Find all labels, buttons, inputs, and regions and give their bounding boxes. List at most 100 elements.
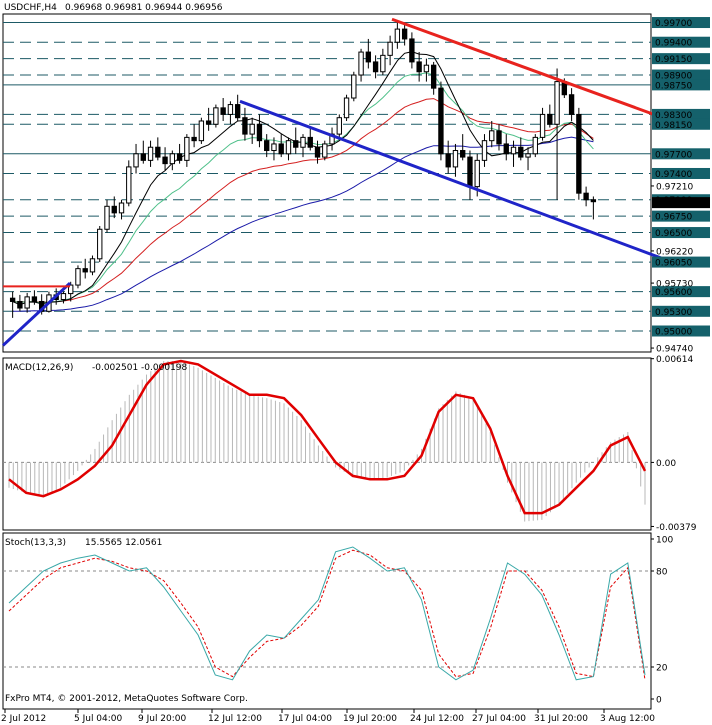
candle-body <box>227 104 234 115</box>
candle <box>343 94 350 121</box>
level-label: 0.95300 <box>655 308 692 318</box>
candle <box>140 140 146 164</box>
time-tick-label: 3 Aug 12:00 <box>600 714 655 724</box>
candle <box>133 143 139 174</box>
stoch-values: 15.5565 12.0561 <box>85 538 162 548</box>
candle-body <box>387 41 393 56</box>
level-label-bg <box>652 53 710 65</box>
candle <box>17 294 23 312</box>
candle-body <box>496 130 502 145</box>
candle <box>314 140 321 164</box>
resistance-trendline-main <box>391 17 673 123</box>
candle <box>496 124 502 151</box>
candle <box>293 127 299 154</box>
level-label: 0.99700 <box>655 19 692 29</box>
candle <box>358 48 364 82</box>
level-label: 0.98750 <box>655 81 692 91</box>
candle-body <box>336 117 342 135</box>
support-trendline-left <box>1 281 72 347</box>
level-label: 0.98300 <box>655 111 692 121</box>
candle-body <box>510 146 517 155</box>
candle-body <box>322 143 328 158</box>
candle-body <box>9 297 16 302</box>
time-tick-label: 31 Jul 20:00 <box>534 714 588 724</box>
candle-body <box>256 123 263 142</box>
time-tick-label: 9 Jul 20:00 <box>138 714 187 724</box>
time-tick-label: 24 Jul 12:00 <box>410 714 464 724</box>
candle <box>191 124 197 148</box>
candle <box>532 134 538 158</box>
candle-body <box>467 156 473 188</box>
candle-body <box>423 64 430 73</box>
level-label-bg <box>652 148 710 160</box>
candle <box>576 107 582 200</box>
candle <box>416 52 422 82</box>
candle <box>256 114 263 148</box>
level-label: 0.96750 <box>655 213 692 223</box>
candle <box>205 107 212 131</box>
candle <box>438 81 444 161</box>
candle <box>307 127 313 151</box>
candle-body <box>31 296 38 302</box>
ma-blue-line <box>12 136 594 312</box>
candle <box>583 186 589 207</box>
candle <box>554 68 560 200</box>
level-label-bg <box>652 118 710 130</box>
stoch-panel-frame <box>2 532 652 710</box>
candle <box>409 32 415 69</box>
candle <box>75 265 81 289</box>
candle <box>489 120 495 148</box>
price-panel-symbol: USDCHF,H4 <box>4 3 57 13</box>
candle <box>31 290 38 305</box>
candle-body <box>271 143 277 152</box>
candle-body <box>380 54 386 73</box>
candle-body <box>191 136 197 142</box>
stoch-tick-label: 20 <box>656 664 668 674</box>
candle-body <box>176 153 183 161</box>
price-panel-ohlc: 0.96968 0.96981 0.96944 0.96956 <box>65 3 223 13</box>
candle <box>60 291 67 304</box>
candle <box>198 117 205 144</box>
candle <box>503 134 509 161</box>
candle <box>322 140 328 161</box>
candle <box>510 140 517 167</box>
support-trendline-main <box>239 99 673 264</box>
time-tick-label: 5 Jul 04:00 <box>74 714 123 724</box>
candle-body <box>126 166 132 204</box>
candle-body <box>147 146 154 161</box>
candle <box>220 98 226 121</box>
macd-panel-frame <box>2 357 652 531</box>
candle <box>213 104 219 128</box>
candle-body <box>285 140 292 155</box>
candle <box>365 38 372 69</box>
candle <box>590 196 597 220</box>
candle-body <box>576 113 582 194</box>
candle <box>445 140 451 174</box>
candle-body <box>60 293 67 300</box>
candle <box>89 255 96 276</box>
candle-body <box>351 74 357 99</box>
candle <box>234 94 241 121</box>
candle <box>24 292 30 313</box>
level-label-bg <box>652 108 710 120</box>
candle-body <box>82 268 88 273</box>
candle-body <box>525 153 531 158</box>
candle-body <box>169 153 176 165</box>
candle <box>82 258 88 279</box>
level-label-bg <box>652 305 710 317</box>
candle <box>184 134 190 167</box>
candle-body <box>242 117 248 135</box>
candle <box>162 147 168 171</box>
candle-body <box>220 107 226 115</box>
price-panel-frame <box>2 13 652 353</box>
candle-body <box>155 146 161 158</box>
candle-body <box>213 107 219 125</box>
level-label: 0.96050 <box>655 259 692 269</box>
stoch-signal-line <box>8 549 646 680</box>
candle <box>452 143 459 177</box>
macd-tick-label: 0.00 <box>656 459 676 469</box>
candle-body <box>474 159 480 188</box>
candle-body <box>162 156 168 165</box>
